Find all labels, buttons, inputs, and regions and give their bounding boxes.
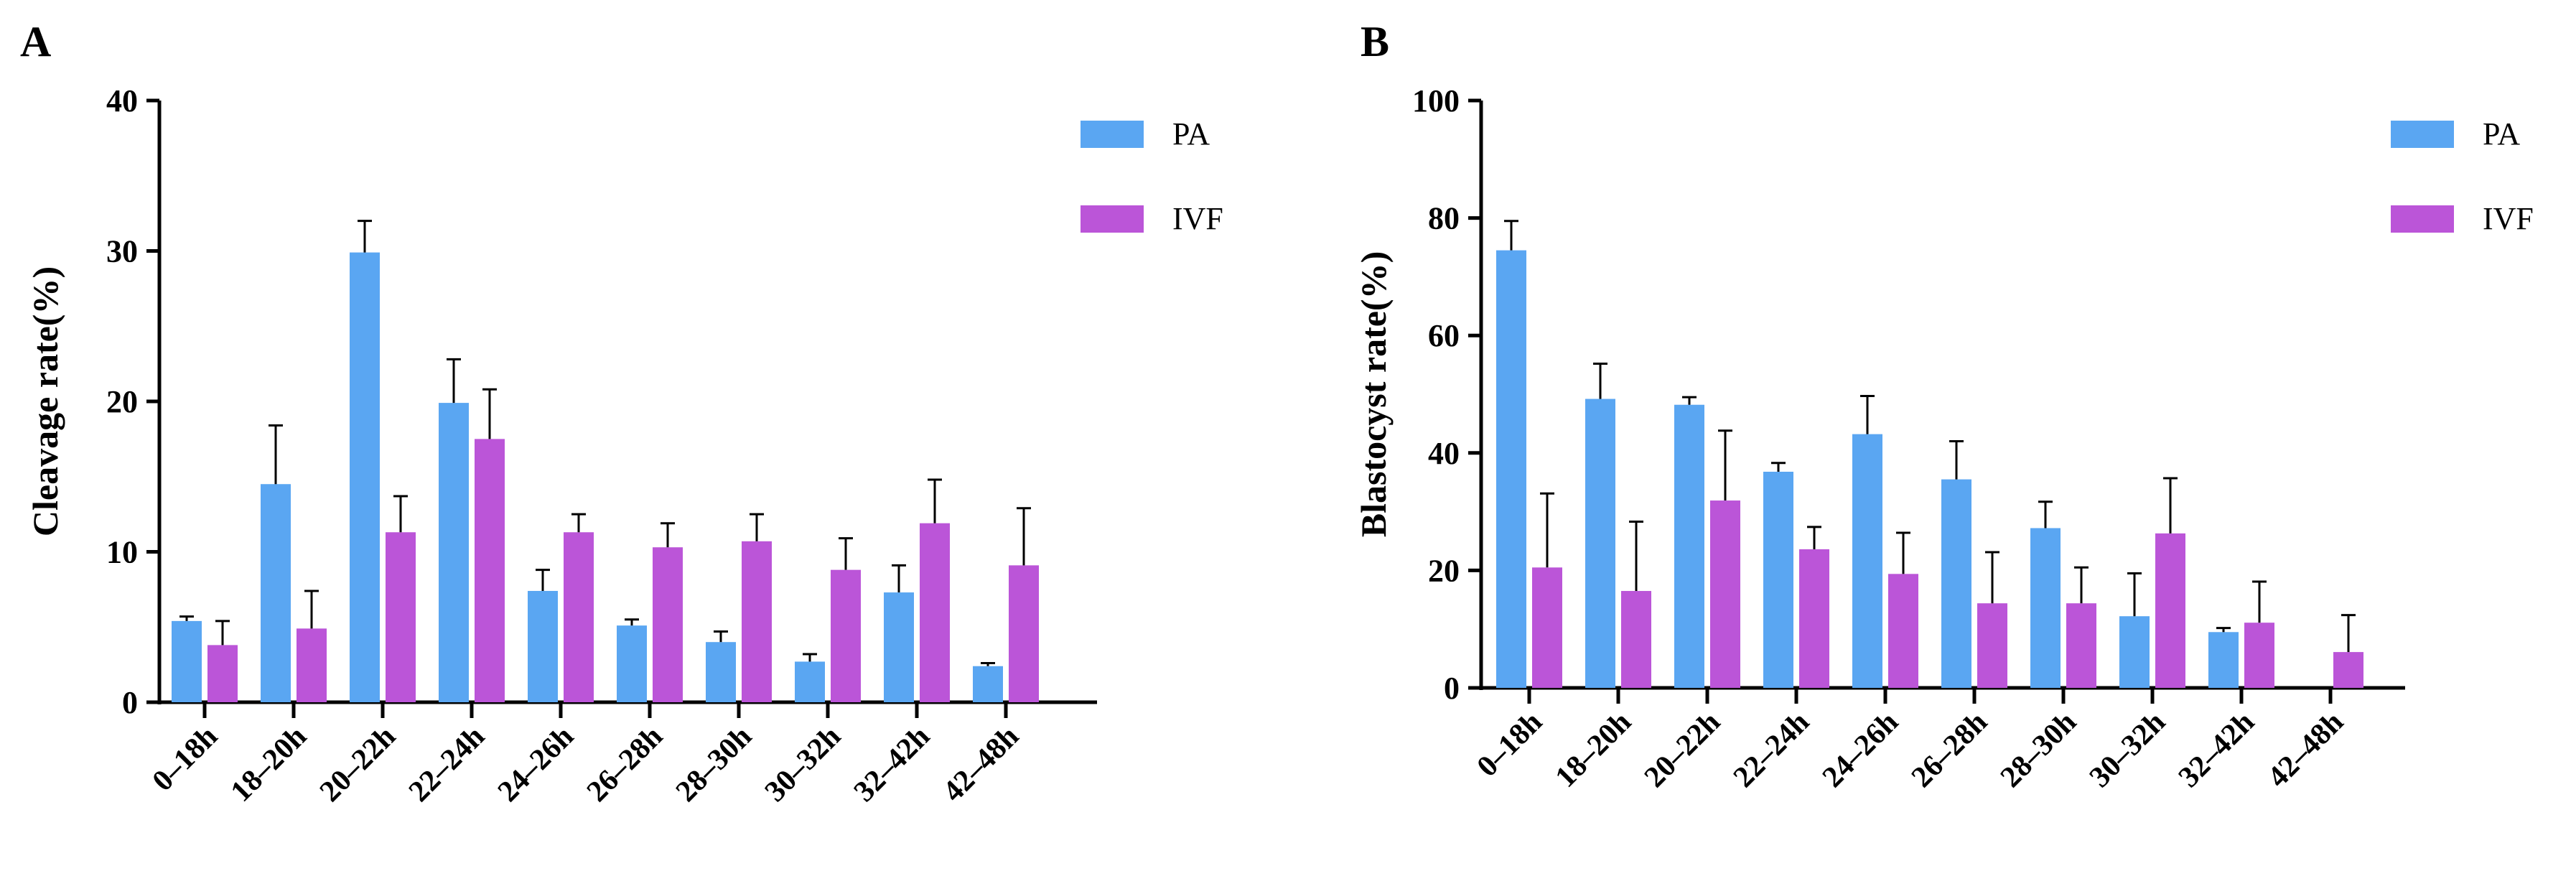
y-tick-label: 80: [1428, 201, 1460, 236]
legend-swatch-ivf: [1081, 205, 1144, 233]
x-tick-label: 22–24h: [403, 720, 491, 809]
y-axis-label: Blastocyst rate(%): [1353, 251, 1394, 538]
x-tick-label: 0–18h: [146, 720, 224, 798]
bar-ivf: [297, 628, 327, 702]
y-tick-label: 30: [106, 234, 138, 269]
bar-ivf: [386, 532, 416, 702]
bar-pa: [1674, 404, 1704, 688]
x-tick-label: 22–24h: [1727, 706, 1816, 794]
y-tick-label: 0: [1444, 671, 1460, 706]
legend-label-ivf: IVF: [1172, 201, 1223, 236]
bar-pa: [795, 661, 825, 702]
legend-label-ivf: IVF: [2483, 201, 2534, 236]
legend-swatch-pa: [1081, 121, 1144, 148]
x-tick-label: 42–48h: [2262, 706, 2350, 794]
panel-letter-a: A: [20, 18, 51, 65]
bar-pa: [617, 625, 647, 702]
bar-pa: [172, 620, 202, 702]
x-tick-label: 26–28h: [1905, 706, 1994, 794]
x-tick-label: 42–48h: [937, 720, 1025, 809]
bar-pa: [439, 403, 469, 702]
x-tick-label: 24–26h: [1816, 706, 1905, 794]
bar-ivf: [1009, 565, 1039, 702]
x-tick-label: 32–42h: [848, 720, 936, 809]
bar-ivf: [1710, 500, 1740, 688]
bar-pa: [973, 666, 1003, 702]
panel-letter-b: B: [1361, 18, 1389, 65]
panel-a-cleavage-chart: A 0 10 20 30 40 Cleavage rate(%) 0–18h 18–20h 20…: [20, 18, 1223, 809]
bar-ivf: [831, 569, 861, 702]
legend-swatch-ivf: [2391, 205, 2454, 233]
y-tick-label: 10: [106, 535, 138, 570]
y-tick-label: 40: [1428, 436, 1460, 471]
x-tick-label: 26–28h: [581, 720, 669, 809]
x-tick-label: 30–32h: [2083, 706, 2172, 794]
x-tick-label: 32–42h: [2173, 706, 2261, 794]
x-tick-label: 24–26h: [492, 720, 580, 809]
bar-ivf: [1799, 549, 1829, 688]
bar-pa: [2208, 632, 2239, 688]
x-tick-label: 28–30h: [670, 720, 758, 809]
bar-pa: [1941, 479, 1971, 688]
y-tick-label: 60: [1428, 318, 1460, 353]
bar-ivf: [207, 645, 238, 702]
bar-pa: [1496, 250, 1526, 689]
bar-ivf: [1621, 591, 1651, 688]
y-tick-label: 20: [106, 384, 138, 419]
bar-ivf: [2333, 652, 2363, 688]
bar-pa: [2119, 616, 2150, 688]
x-tick-label: 0–18h: [1471, 706, 1549, 783]
bar-ivf: [2244, 623, 2274, 688]
bar-pa: [350, 252, 380, 703]
bar-ivf: [564, 532, 594, 702]
y-axis-label: Cleavage rate(%): [25, 266, 65, 536]
x-tick-label: 18–20h: [1549, 706, 1638, 794]
bar-ivf: [2066, 603, 2096, 688]
bar-ivf: [1977, 603, 2007, 688]
bar-ivf: [1888, 574, 1918, 688]
bar-ivf: [742, 541, 772, 702]
panel-b-blastocyst-chart: B 0 20 40 60 80 100 Blastocyst rate(%) 0–18h 18–…: [1353, 18, 2534, 794]
bar-pa: [884, 592, 914, 702]
legend-swatch-pa: [2391, 121, 2454, 148]
y-tick-label: 100: [1412, 83, 1460, 118]
x-tick-label: 30–32h: [759, 720, 847, 809]
x-tick-label: 20–22h: [1638, 706, 1727, 794]
bar-pa: [1852, 434, 1882, 688]
x-tick-label: 28–30h: [1994, 706, 2083, 794]
bar-ivf: [920, 523, 950, 702]
legend-label-pa: PA: [1172, 116, 1210, 152]
bar-pa: [261, 484, 291, 702]
bar-pa: [706, 642, 736, 702]
y-tick-label: 40: [106, 83, 138, 118]
bar-pa: [2030, 528, 2061, 688]
y-tick-label: 20: [1428, 553, 1460, 588]
x-tick-label: 18–20h: [225, 720, 313, 809]
bar-pa: [1585, 399, 1615, 688]
y-tick-label: 0: [122, 685, 138, 720]
x-tick-label: 20–22h: [314, 720, 402, 809]
legend-label-pa: PA: [2483, 116, 2520, 152]
bar-pa: [528, 590, 558, 702]
bar-ivf: [475, 439, 505, 702]
bar-ivf: [1532, 567, 1562, 688]
bar-ivf: [2155, 533, 2185, 688]
bar-pa: [1763, 471, 1793, 688]
bar-ivf: [653, 547, 683, 702]
